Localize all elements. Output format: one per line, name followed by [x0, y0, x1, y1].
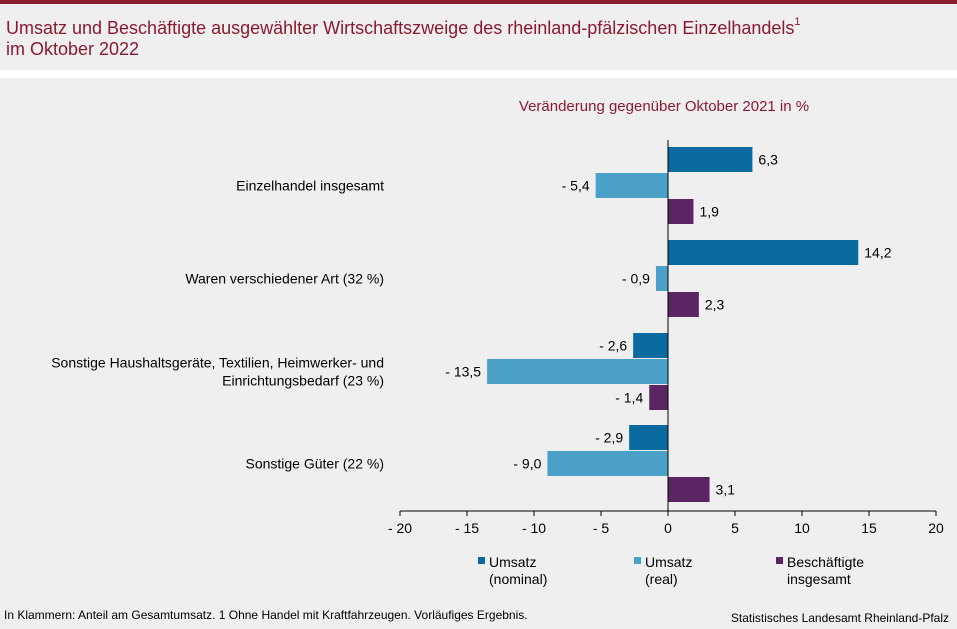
x-tick-label: 0 [664, 520, 672, 536]
legend-label: insgesamt [787, 571, 851, 587]
bar [668, 292, 699, 317]
x-tick-label: 10 [794, 520, 810, 536]
x-tick-label: 15 [861, 520, 877, 536]
category-label: Sonstige Güter (22 %) [245, 456, 384, 472]
data-label: 14,2 [864, 245, 891, 261]
x-tick-label: 20 [928, 520, 944, 536]
legend-label: Beschäftigte [787, 554, 864, 570]
title-line-2: im Oktober 2022 [6, 39, 140, 59]
legend-swatch [478, 557, 485, 564]
data-label: - 13,5 [445, 364, 481, 380]
category-label: Sonstige Haushaltsgeräte, Textilien, Hei… [51, 355, 384, 371]
data-label: - 9,0 [513, 456, 541, 472]
bar [655, 266, 668, 291]
title-footnote-mark: 1 [794, 16, 801, 28]
category-label: Einrichtungsbedarf (23 %) [222, 373, 384, 389]
x-tick-label: - 20 [388, 520, 412, 536]
category-label: Einzelhandel insgesamt [236, 178, 384, 194]
chart-panel [0, 78, 957, 629]
bar [668, 199, 694, 224]
category-label: Waren verschiedener Art (32 %) [185, 271, 384, 287]
bar [649, 385, 668, 410]
top-accent-bar [0, 0, 957, 4]
x-tick-label: - 15 [455, 520, 479, 536]
header: Umsatz und Beschäftigte ausgewählter Wir… [0, 4, 957, 70]
bar [487, 359, 668, 384]
chart-title: Umsatz und Beschäftigte ausgewählter Wir… [6, 14, 936, 60]
x-tick-label: - 5 [593, 520, 610, 536]
data-label: 1,9 [699, 204, 719, 220]
data-label: 2,3 [705, 297, 725, 313]
bar [633, 333, 668, 358]
source-credit: Statistisches Landesamt Rheinland-Pfalz [730, 611, 949, 625]
footnote: In Klammern: Anteil am Gesamtumsatz. 1 O… [4, 608, 528, 622]
data-label: - 2,9 [595, 430, 623, 446]
data-label: - 5,4 [562, 178, 590, 194]
legend-label: (real) [645, 571, 678, 587]
data-label: 6,3 [758, 152, 778, 168]
header-gap [0, 70, 957, 78]
x-tick-label: 5 [731, 520, 739, 536]
data-label: 3,1 [716, 482, 736, 498]
bar [668, 240, 859, 265]
bar [668, 147, 753, 172]
bar [668, 477, 710, 502]
legend-label: Umsatz [645, 554, 692, 570]
bar [547, 451, 668, 476]
legend-swatch [634, 557, 641, 564]
bar [629, 425, 668, 450]
legend-label: Umsatz [489, 554, 536, 570]
title-line-1: Umsatz und Beschäftigte ausgewählter Wir… [6, 18, 795, 38]
chart-subtitle: Veränderung gegenüber Oktober 2021 in % [519, 98, 809, 115]
x-tick-label: - 10 [522, 520, 546, 536]
data-label: - 0,9 [622, 271, 650, 287]
legend-label: (nominal) [489, 571, 547, 587]
data-label: - 1,4 [615, 390, 643, 406]
data-label: - 2,6 [599, 338, 627, 354]
bar [595, 173, 668, 198]
legend-swatch [776, 557, 783, 564]
